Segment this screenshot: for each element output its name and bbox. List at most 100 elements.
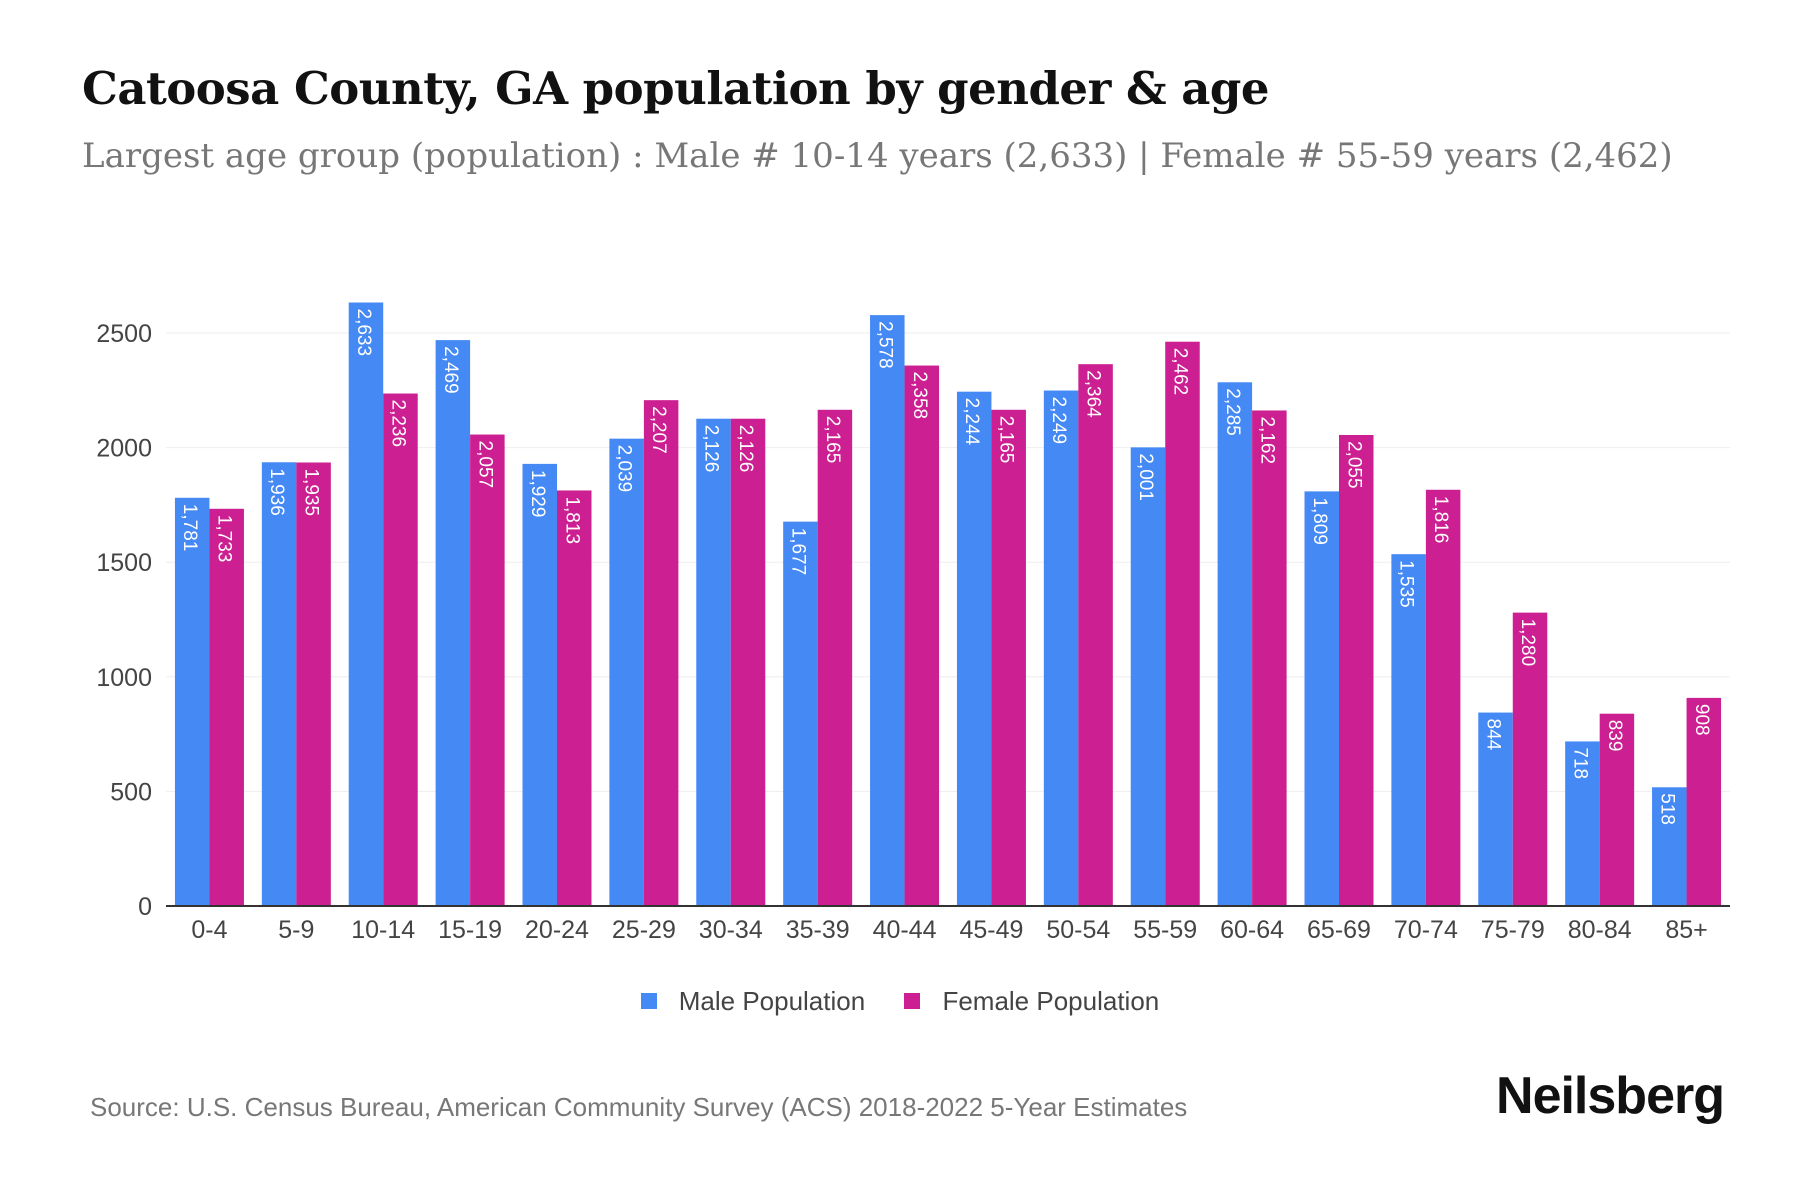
data-label: 2,001	[1135, 453, 1156, 501]
data-label: 1,936	[266, 468, 287, 516]
male-bar	[956, 391, 992, 907]
x-tick-label: 70-74	[1394, 916, 1458, 944]
data-label: 2,057	[474, 441, 495, 489]
male-bar	[1130, 447, 1166, 906]
female-bar	[1339, 434, 1374, 906]
y-tick-label: 500	[110, 778, 152, 806]
female-bar	[904, 365, 940, 906]
bar-chart: 0 500 1000 1500 2000 2500 1,781 1,733 0-4 1,936 1,…	[96, 302, 1730, 944]
legend-label-female: Female Population	[942, 985, 1160, 1016]
female-bar	[470, 434, 505, 906]
data-label: 1,809	[1309, 497, 1330, 545]
female-bar	[383, 393, 418, 906]
chart-subtitle: Largest age group (population) : Male # …	[82, 136, 1673, 176]
data-label: 1,935	[301, 468, 322, 516]
data-label: 1,781	[179, 504, 200, 552]
x-tick-label: 35-39	[786, 916, 850, 944]
male-bar	[870, 315, 905, 906]
data-label: 2,162	[1256, 416, 1277, 464]
female-bar	[643, 400, 679, 906]
female-bar	[1165, 341, 1200, 906]
data-label: 2,207	[648, 406, 669, 454]
data-label: 2,165	[822, 416, 843, 464]
data-label: 1,816	[1430, 496, 1451, 544]
y-tick-label: 2500	[96, 320, 152, 348]
male-bar	[174, 497, 210, 906]
y-tick-label: 0	[138, 893, 152, 921]
male-bar	[609, 438, 644, 906]
legend-swatch-female	[904, 993, 921, 1009]
x-tick-label: 15-19	[438, 916, 502, 944]
x-tick-label: 65-69	[1307, 916, 1371, 944]
female-bar	[991, 409, 1026, 906]
male-bar	[348, 302, 384, 907]
female-bar	[1252, 410, 1287, 906]
data-label: 1,813	[561, 496, 582, 544]
male-bar	[1565, 741, 1600, 906]
x-tick-label: 30-34	[699, 916, 763, 944]
female-bar	[296, 462, 331, 906]
male-bar	[1217, 382, 1253, 906]
x-tick-label: 55-59	[1133, 916, 1197, 944]
male-bar	[435, 340, 471, 906]
x-tick-label: 50-54	[1046, 916, 1110, 944]
data-label: 2,578	[874, 321, 895, 369]
data-label: 1,535	[1396, 560, 1417, 608]
x-tick-label: 60-64	[1220, 916, 1284, 944]
x-tick-label: 80-84	[1568, 916, 1632, 944]
female-bar	[730, 418, 766, 906]
male-bar	[1304, 491, 1339, 906]
female-bar	[557, 490, 592, 906]
female-bar	[1512, 612, 1548, 906]
data-label: 2,285	[1222, 388, 1243, 436]
brand-logo: Neilsberg	[1496, 1067, 1725, 1125]
legend-item-male: Male Population	[640, 985, 866, 1017]
data-label: 2,633	[353, 309, 374, 357]
male-bar	[1652, 787, 1687, 906]
y-tick-label: 2000	[96, 435, 152, 463]
y-tick-label: 1500	[96, 549, 152, 577]
data-label: 2,249	[1048, 397, 1069, 445]
male-bar	[783, 521, 818, 906]
male-bar	[1043, 390, 1079, 907]
legend-label-male: Male Population	[678, 985, 866, 1016]
chart-title: Catoosa County, GA population by gender …	[82, 62, 1270, 115]
data-label: 518	[1656, 793, 1677, 825]
female-bar	[209, 508, 244, 906]
data-label: 839	[1604, 720, 1625, 752]
data-label: 1,733	[214, 515, 235, 563]
x-tick-label: 40-44	[873, 916, 937, 944]
y-tick-label: 1000	[96, 664, 152, 692]
data-label: 1,929	[527, 470, 548, 518]
x-tick-label: 0-4	[191, 916, 227, 944]
data-label: 2,358	[909, 372, 930, 420]
x-tick-label: 75-79	[1481, 916, 1545, 944]
x-tick-label: 5-9	[278, 916, 314, 944]
source-note: Source: U.S. Census Bureau, American Com…	[90, 1092, 1188, 1122]
female-bar	[1425, 489, 1461, 906]
x-tick-label: 45-49	[959, 916, 1023, 944]
data-label: 2,236	[387, 400, 408, 448]
male-bar	[1478, 712, 1513, 906]
female-bar	[1686, 697, 1722, 906]
x-tick-label: 85+	[1665, 916, 1707, 944]
male-bar	[261, 462, 297, 906]
male-bar	[696, 418, 731, 906]
legend-swatch-male	[640, 993, 657, 1009]
female-bar	[1078, 364, 1113, 906]
female-bar	[1599, 713, 1635, 906]
data-label: 2,126	[735, 425, 756, 473]
data-label: 718	[1569, 747, 1590, 779]
data-label: 2,126	[701, 425, 722, 473]
female-bar	[817, 409, 853, 906]
data-label: 2,364	[1083, 370, 1104, 418]
male-bar	[522, 463, 557, 906]
legend-item-female: Female Population	[904, 986, 1159, 1017]
data-label: 2,244	[961, 398, 982, 446]
data-label: 2,039	[614, 445, 635, 493]
data-label: 1,677	[787, 528, 808, 576]
x-tick-label: 25-29	[612, 916, 676, 944]
data-label: 844	[1483, 719, 1504, 751]
x-tick-label: 10-14	[351, 916, 415, 944]
male-bar	[1391, 554, 1426, 906]
